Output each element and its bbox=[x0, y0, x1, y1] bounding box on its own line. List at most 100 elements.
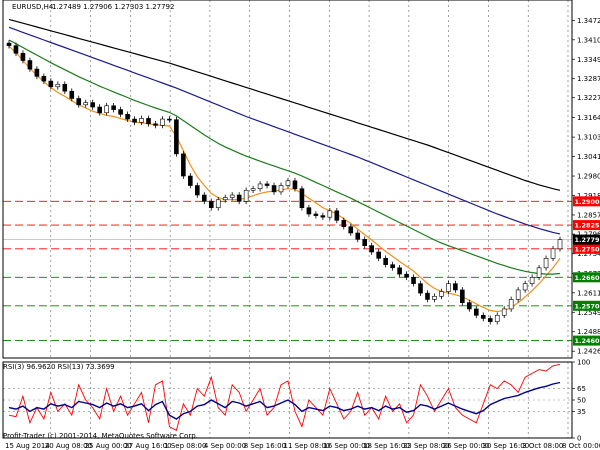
resistance-level-label: 1.27500 bbox=[575, 245, 600, 253]
candle-body bbox=[397, 267, 402, 275]
candle-body bbox=[55, 83, 61, 88]
moving-averages bbox=[8, 18, 561, 313]
candle-body bbox=[341, 220, 347, 227]
candle-body bbox=[355, 232, 361, 240]
candle-body bbox=[543, 258, 549, 269]
y-tick-label: 1.29185 bbox=[577, 192, 600, 200]
y-tick-label: 1.24265 bbox=[577, 348, 600, 356]
support-level-label-bg bbox=[573, 272, 600, 283]
candle-body bbox=[174, 119, 179, 155]
resistance-level-label-bg bbox=[573, 220, 600, 231]
candle-body bbox=[20, 52, 26, 61]
candle-body bbox=[299, 188, 305, 208]
x-tick-label: 18 Sep 16:00 bbox=[363, 442, 410, 450]
candle-body bbox=[425, 292, 430, 300]
resistance-level-label-bg bbox=[573, 196, 600, 207]
y-tick-label: 1.24880 bbox=[577, 328, 600, 336]
resistance-level-label: 1.29000 bbox=[575, 198, 600, 206]
candle-body bbox=[320, 215, 326, 218]
candle-body bbox=[522, 283, 528, 291]
x-tick-label: 25 Aug 00:00 bbox=[85, 442, 132, 450]
candle-body bbox=[306, 207, 312, 215]
candle-body bbox=[446, 283, 451, 292]
candle-body bbox=[362, 239, 368, 246]
candle-body bbox=[348, 226, 354, 234]
y-tick-label: 1.32275 bbox=[577, 94, 600, 102]
support-level-label: 1.26600 bbox=[575, 274, 600, 282]
candle-body bbox=[111, 105, 116, 110]
candle-body bbox=[208, 201, 214, 208]
candle-body bbox=[487, 318, 493, 322]
candle-body bbox=[508, 299, 514, 310]
candle-body bbox=[13, 45, 19, 54]
y-tick-label: 1.34720 bbox=[577, 17, 600, 25]
candle-body bbox=[264, 183, 270, 186]
candle-body bbox=[125, 114, 130, 120]
y-tick-label: 1.30415 bbox=[577, 153, 600, 161]
y-tick-label: 1.31030 bbox=[577, 134, 600, 142]
resistance-level-label-bg bbox=[573, 243, 600, 254]
candle-body bbox=[215, 199, 221, 208]
candle-body bbox=[48, 80, 54, 88]
x-tick-label: 30 Sep 16:00 bbox=[482, 442, 529, 450]
candle-body bbox=[83, 102, 89, 106]
candle-body bbox=[201, 194, 207, 202]
x-tick-label: 23 Sep 08:00 bbox=[403, 442, 450, 450]
x-tick-label: 1 Sep 08:00 bbox=[164, 442, 206, 450]
candle-body bbox=[139, 118, 144, 123]
candle-body bbox=[27, 60, 33, 70]
current-price-label: 1.27792 bbox=[575, 236, 600, 244]
x-tick-label: 4 Sep 00:00 bbox=[204, 442, 246, 450]
candle-body bbox=[390, 264, 395, 269]
level-lines bbox=[3, 200, 572, 342]
rsi13-line bbox=[8, 381, 561, 420]
candle-body bbox=[236, 194, 242, 202]
candle-body bbox=[411, 277, 416, 284]
resistance-level-label: 1.28250 bbox=[575, 222, 600, 230]
x-tick-label: 26 Sep 00:00 bbox=[443, 442, 490, 450]
ma-fast-line bbox=[8, 45, 561, 313]
candle-body bbox=[501, 308, 507, 316]
candle-body bbox=[515, 289, 521, 300]
y-tick-label: 1.27345 bbox=[577, 250, 600, 258]
current-price-bg bbox=[573, 234, 600, 245]
candle-body bbox=[160, 118, 165, 126]
y-tick-label: 1.25495 bbox=[577, 309, 600, 317]
candle-body bbox=[467, 302, 472, 310]
candle-body bbox=[243, 189, 249, 202]
ohlc-header: 1.27489 1.27906 1.27303 1.27792 bbox=[52, 3, 174, 11]
price-frame bbox=[2, 0, 573, 359]
x-tick-label: 3 Oct 08:00 bbox=[522, 442, 563, 450]
x-tick-label: 27 Aug 16:00 bbox=[124, 442, 171, 450]
ma-slowest-line bbox=[8, 18, 561, 191]
candle-body bbox=[327, 210, 333, 218]
rsi-y-tick-label: 65 bbox=[577, 385, 586, 393]
candle-body bbox=[536, 267, 542, 278]
candle-body bbox=[432, 295, 437, 300]
candle-body bbox=[494, 314, 500, 322]
candle-body bbox=[453, 283, 458, 291]
candle-body bbox=[250, 188, 256, 191]
candle-body bbox=[181, 153, 186, 177]
candle-body bbox=[271, 185, 277, 193]
candle-body bbox=[418, 283, 423, 294]
support-level-label-bg bbox=[573, 300, 600, 311]
symbol-header: EURUSD,H4 bbox=[12, 3, 54, 11]
candle-body bbox=[118, 109, 123, 115]
y-tick-label: 1.29800 bbox=[577, 173, 600, 181]
candle-body bbox=[257, 183, 263, 189]
ma-mid-line bbox=[8, 39, 561, 275]
candle-body bbox=[334, 210, 340, 221]
candle-body bbox=[188, 175, 193, 186]
y-tick-label: 1.26110 bbox=[577, 289, 600, 297]
y-tick-label: 1.33490 bbox=[577, 56, 600, 64]
rsi-panel bbox=[3, 363, 572, 432]
candle-body bbox=[62, 83, 68, 92]
candle-body bbox=[557, 239, 563, 250]
x-tick-label: 20 Aug 08:00 bbox=[45, 442, 92, 450]
candle-body bbox=[383, 258, 388, 265]
support-level-label-bg bbox=[573, 335, 600, 346]
candle-body bbox=[292, 180, 298, 189]
rsi3-line bbox=[8, 363, 561, 432]
